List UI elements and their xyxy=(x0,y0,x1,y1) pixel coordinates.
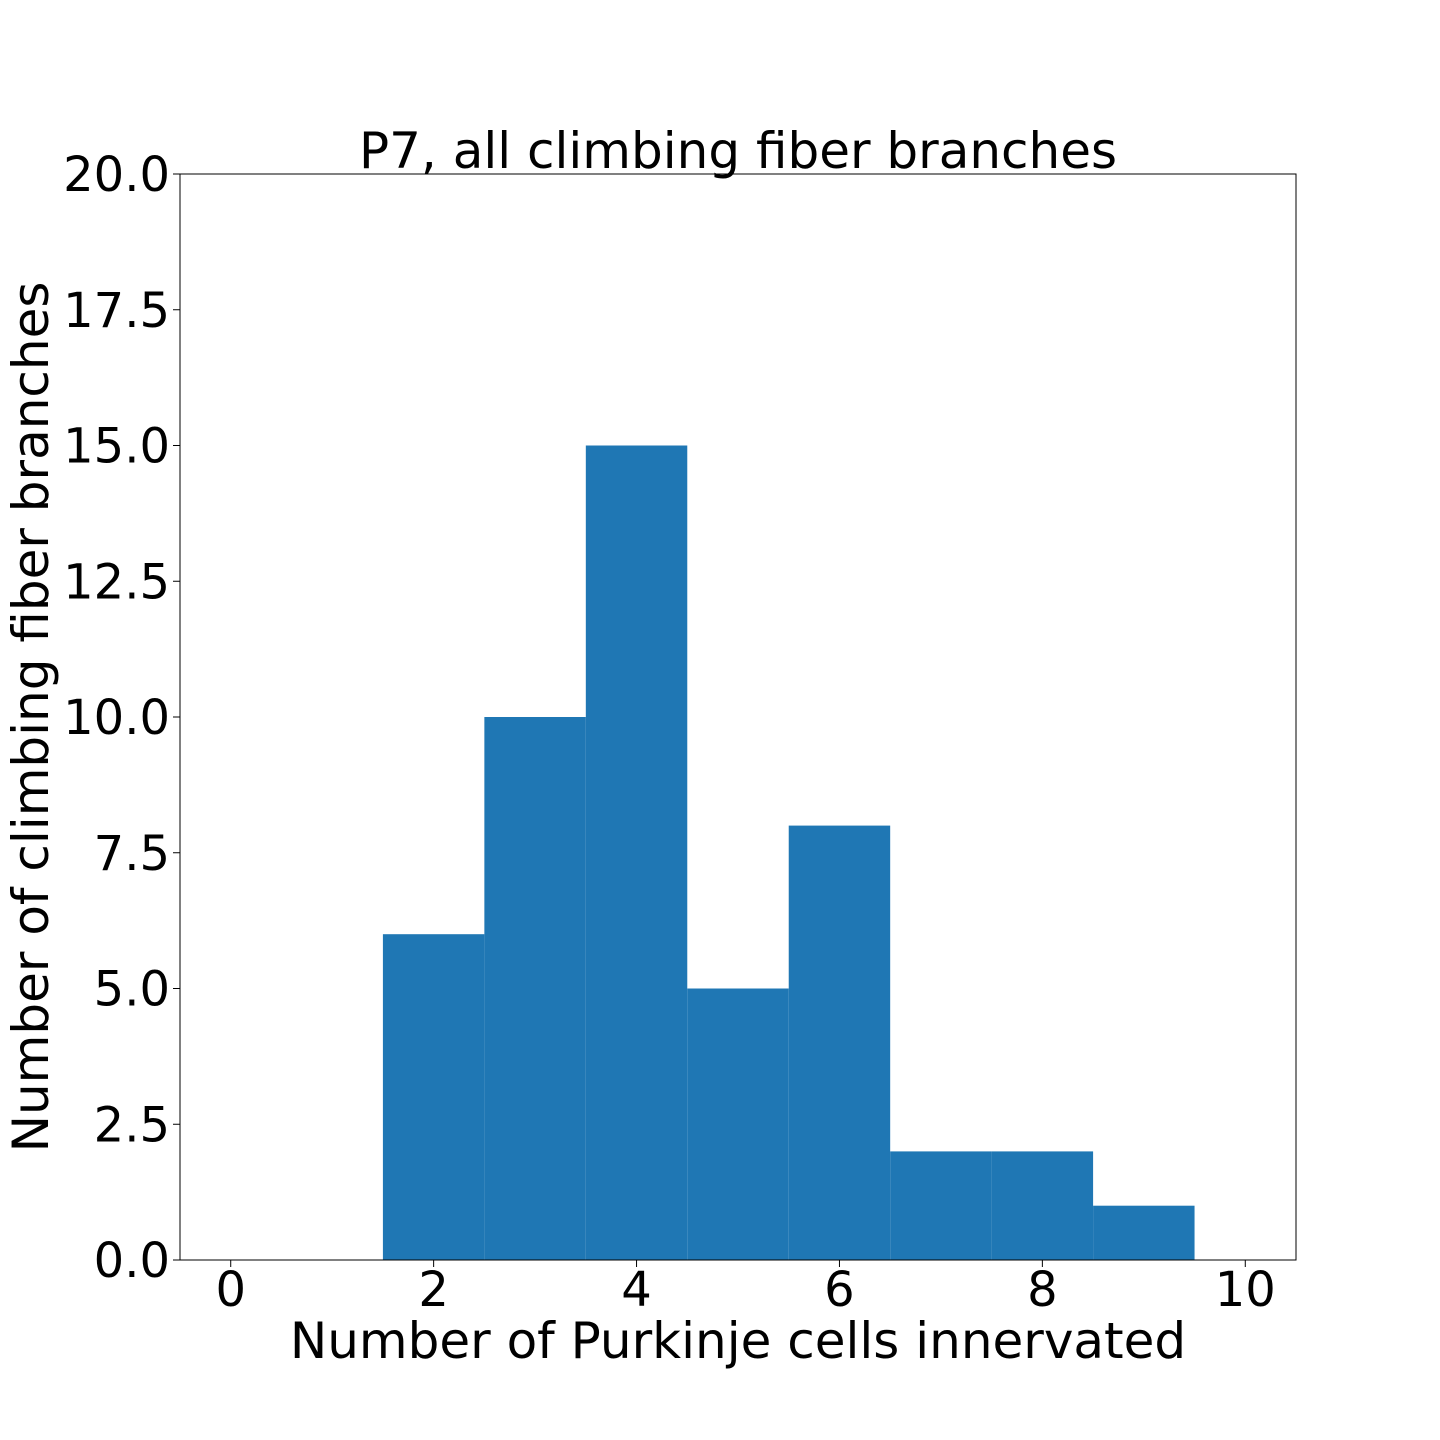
bars-group xyxy=(382,445,1195,1260)
histogram-bar-5 xyxy=(788,825,891,1260)
y-tick-label: 5.0 xyxy=(94,962,170,1018)
x-tick-label: 2 xyxy=(418,1262,449,1318)
x-tick-label: 10 xyxy=(1215,1262,1276,1318)
histogram-bar-7 xyxy=(991,1151,1094,1260)
x-tick-label: 8 xyxy=(1027,1262,1058,1318)
x-axis: 0 2 4 6 8 10 xyxy=(215,1260,1276,1318)
chart-title: P7, all climbing fiber branches xyxy=(359,122,1117,180)
histogram-bar-2 xyxy=(484,717,586,1260)
histogram-bar-4 xyxy=(687,988,789,1260)
y-tick-label: 10.0 xyxy=(63,690,170,746)
y-tick-label: 7.5 xyxy=(94,826,170,882)
histogram-bar-3 xyxy=(585,445,688,1260)
histogram-bar-6 xyxy=(890,1151,992,1260)
x-tick-label: 4 xyxy=(621,1262,652,1318)
y-axis-label: Number of climbing fiber branches xyxy=(2,282,60,1153)
y-tick-label: 2.5 xyxy=(94,1097,170,1153)
y-tick-label: 17.5 xyxy=(63,283,170,339)
histogram-bar-1 xyxy=(382,934,485,1260)
y-tick-label: 15.0 xyxy=(63,419,170,475)
y-axis: 0.0 2.5 5.0 7.5 10.0 12.5 15.0 17.5 20.0 xyxy=(63,147,180,1289)
x-axis-label: Number of Purkinje cells innervated xyxy=(290,1312,1186,1370)
y-tick-label: 12.5 xyxy=(63,554,170,610)
histogram-bar-8 xyxy=(1093,1205,1195,1260)
x-tick-label: 0 xyxy=(215,1262,246,1318)
x-tick-label: 6 xyxy=(824,1262,855,1318)
y-tick-label: 20.0 xyxy=(63,147,170,203)
y-tick-label: 0.0 xyxy=(94,1233,170,1289)
